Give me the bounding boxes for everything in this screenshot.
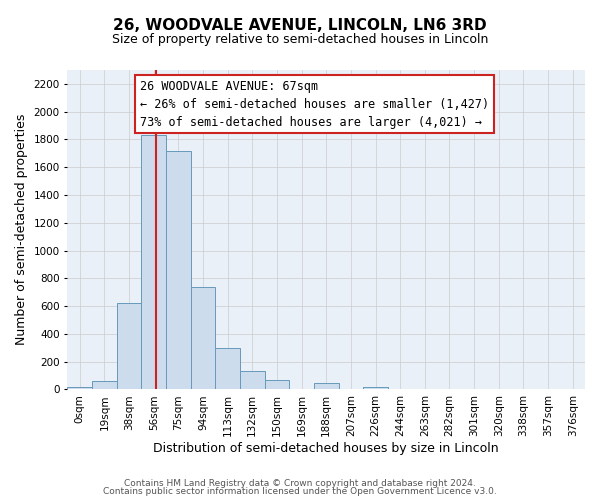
Bar (314, 383, 338, 390)
Bar (388, 389, 412, 390)
Bar (215, 348, 240, 390)
Bar (265, 380, 289, 390)
Text: 26, WOODVALE AVENUE, LINCOLN, LN6 3RD: 26, WOODVALE AVENUE, LINCOLN, LN6 3RD (113, 18, 487, 32)
Bar (67, 386, 92, 390)
Text: Size of property relative to semi-detached houses in Lincoln: Size of property relative to semi-detach… (112, 32, 488, 46)
Bar (117, 302, 142, 390)
Bar (191, 286, 215, 390)
Bar (289, 389, 314, 390)
X-axis label: Distribution of semi-detached houses by size in Lincoln: Distribution of semi-detached houses by … (154, 442, 499, 455)
Bar (142, 136, 166, 390)
Text: Contains HM Land Registry data © Crown copyright and database right 2024.: Contains HM Land Registry data © Crown c… (124, 478, 476, 488)
Bar (166, 150, 191, 390)
Bar (338, 389, 363, 390)
Text: 26 WOODVALE AVENUE: 67sqm
← 26% of semi-detached houses are smaller (1,427)
73% : 26 WOODVALE AVENUE: 67sqm ← 26% of semi-… (140, 80, 489, 128)
Y-axis label: Number of semi-detached properties: Number of semi-detached properties (15, 114, 28, 346)
Bar (363, 386, 388, 390)
Bar (240, 372, 265, 390)
Bar (92, 381, 117, 390)
Text: Contains public sector information licensed under the Open Government Licence v3: Contains public sector information licen… (103, 487, 497, 496)
